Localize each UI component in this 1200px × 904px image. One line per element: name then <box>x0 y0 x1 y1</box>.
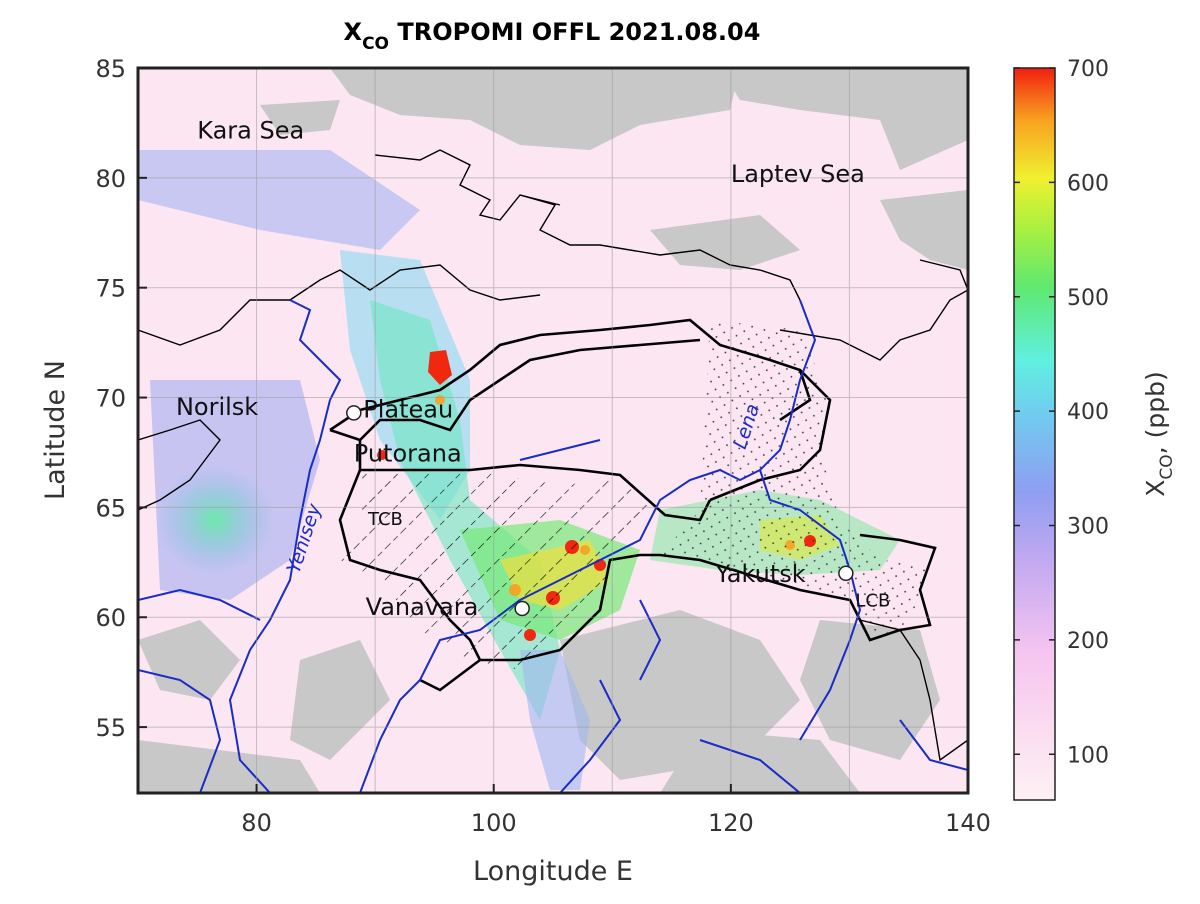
colorbar-tick-label: 300 <box>1067 515 1109 540</box>
y-tick-label: 80 <box>95 165 126 193</box>
y-axis-label: Latitude N <box>40 360 71 500</box>
x-tick-label: 100 <box>471 809 517 837</box>
colorbar-label-main: X <box>1141 480 1170 497</box>
site-marker <box>838 565 854 582</box>
x-axis-label: Longitude E <box>473 856 633 887</box>
place-label: Kara Sea <box>197 116 304 144</box>
plateau-boundary <box>329 318 937 692</box>
colorbar-tick-label: 100 <box>1067 743 1109 768</box>
x-tick-label: 140 <box>945 809 991 837</box>
place-label: LCB <box>855 590 890 611</box>
y-tick-label: 65 <box>95 494 126 522</box>
title-rest: TROPOMI OFFL 2021.08.04 <box>389 18 760 46</box>
colorbar-label: XCO, (ppb) <box>1141 371 1177 496</box>
place-label: Putorana <box>354 439 462 467</box>
map-frame <box>136 66 970 795</box>
site-markers <box>346 405 854 617</box>
colorbar-ticks: 100 200 300 400 500 600 700 <box>1014 57 1109 768</box>
y-tick-label: 70 <box>95 385 126 413</box>
no-data-regions <box>138 68 968 793</box>
map-area: Kara Sea Laptev Sea Norilsk Plateau Putorana… <box>138 68 968 793</box>
place-labels: Kara Sea Laptev Sea Norilsk Plateau Putorana… <box>176 116 890 621</box>
y-tick-label: 75 <box>95 275 126 303</box>
colorbar-label-sub: CO <box>1157 454 1177 479</box>
colorbar-gradient <box>1013 67 1056 801</box>
colorbar-label-rest: , (ppb) <box>1141 371 1170 454</box>
y-tick-label: 60 <box>95 604 126 632</box>
x-tick-label: 120 <box>708 809 754 837</box>
tcb-region <box>340 470 665 670</box>
colorbar-tick-label: 200 <box>1067 629 1109 654</box>
place-label: Plateau <box>363 395 453 423</box>
place-label: Yakutsk <box>714 560 805 588</box>
colorbar-tick-label: 400 <box>1067 400 1109 425</box>
river-lena <box>758 299 862 741</box>
colorbar: 100 200 300 400 500 600 700 XCO, (ppb) <box>1013 57 1177 801</box>
colorbar-tick-label: 700 <box>1067 57 1109 82</box>
y-tick-label: 85 <box>95 55 126 83</box>
place-label: Vanavara <box>366 593 479 621</box>
place-label: Laptev Sea <box>731 160 865 188</box>
colorbar-tick-label: 600 <box>1067 171 1109 196</box>
place-label: TCB <box>367 509 403 530</box>
site-marker <box>346 405 362 421</box>
coastlines <box>138 149 968 762</box>
y-tick-label: 55 <box>95 714 126 742</box>
rivers <box>138 299 968 793</box>
y-axis-ticks: 55 60 65 70 75 80 85 <box>95 55 147 742</box>
colorbar-tick-label: 500 <box>1067 286 1109 311</box>
lcb-region <box>660 320 930 640</box>
title-sub: CO <box>362 34 389 54</box>
site-marker <box>514 600 530 617</box>
river-yenisey <box>228 399 331 793</box>
grid <box>138 68 968 793</box>
title-main: X <box>344 18 363 46</box>
place-label: Norilsk <box>176 393 258 421</box>
x-axis-ticks: 80 100 120 140 <box>241 784 991 837</box>
chart-title: XCO TROPOMI OFFL 2021.08.04 <box>344 18 761 54</box>
x-tick-label: 80 <box>241 809 272 837</box>
